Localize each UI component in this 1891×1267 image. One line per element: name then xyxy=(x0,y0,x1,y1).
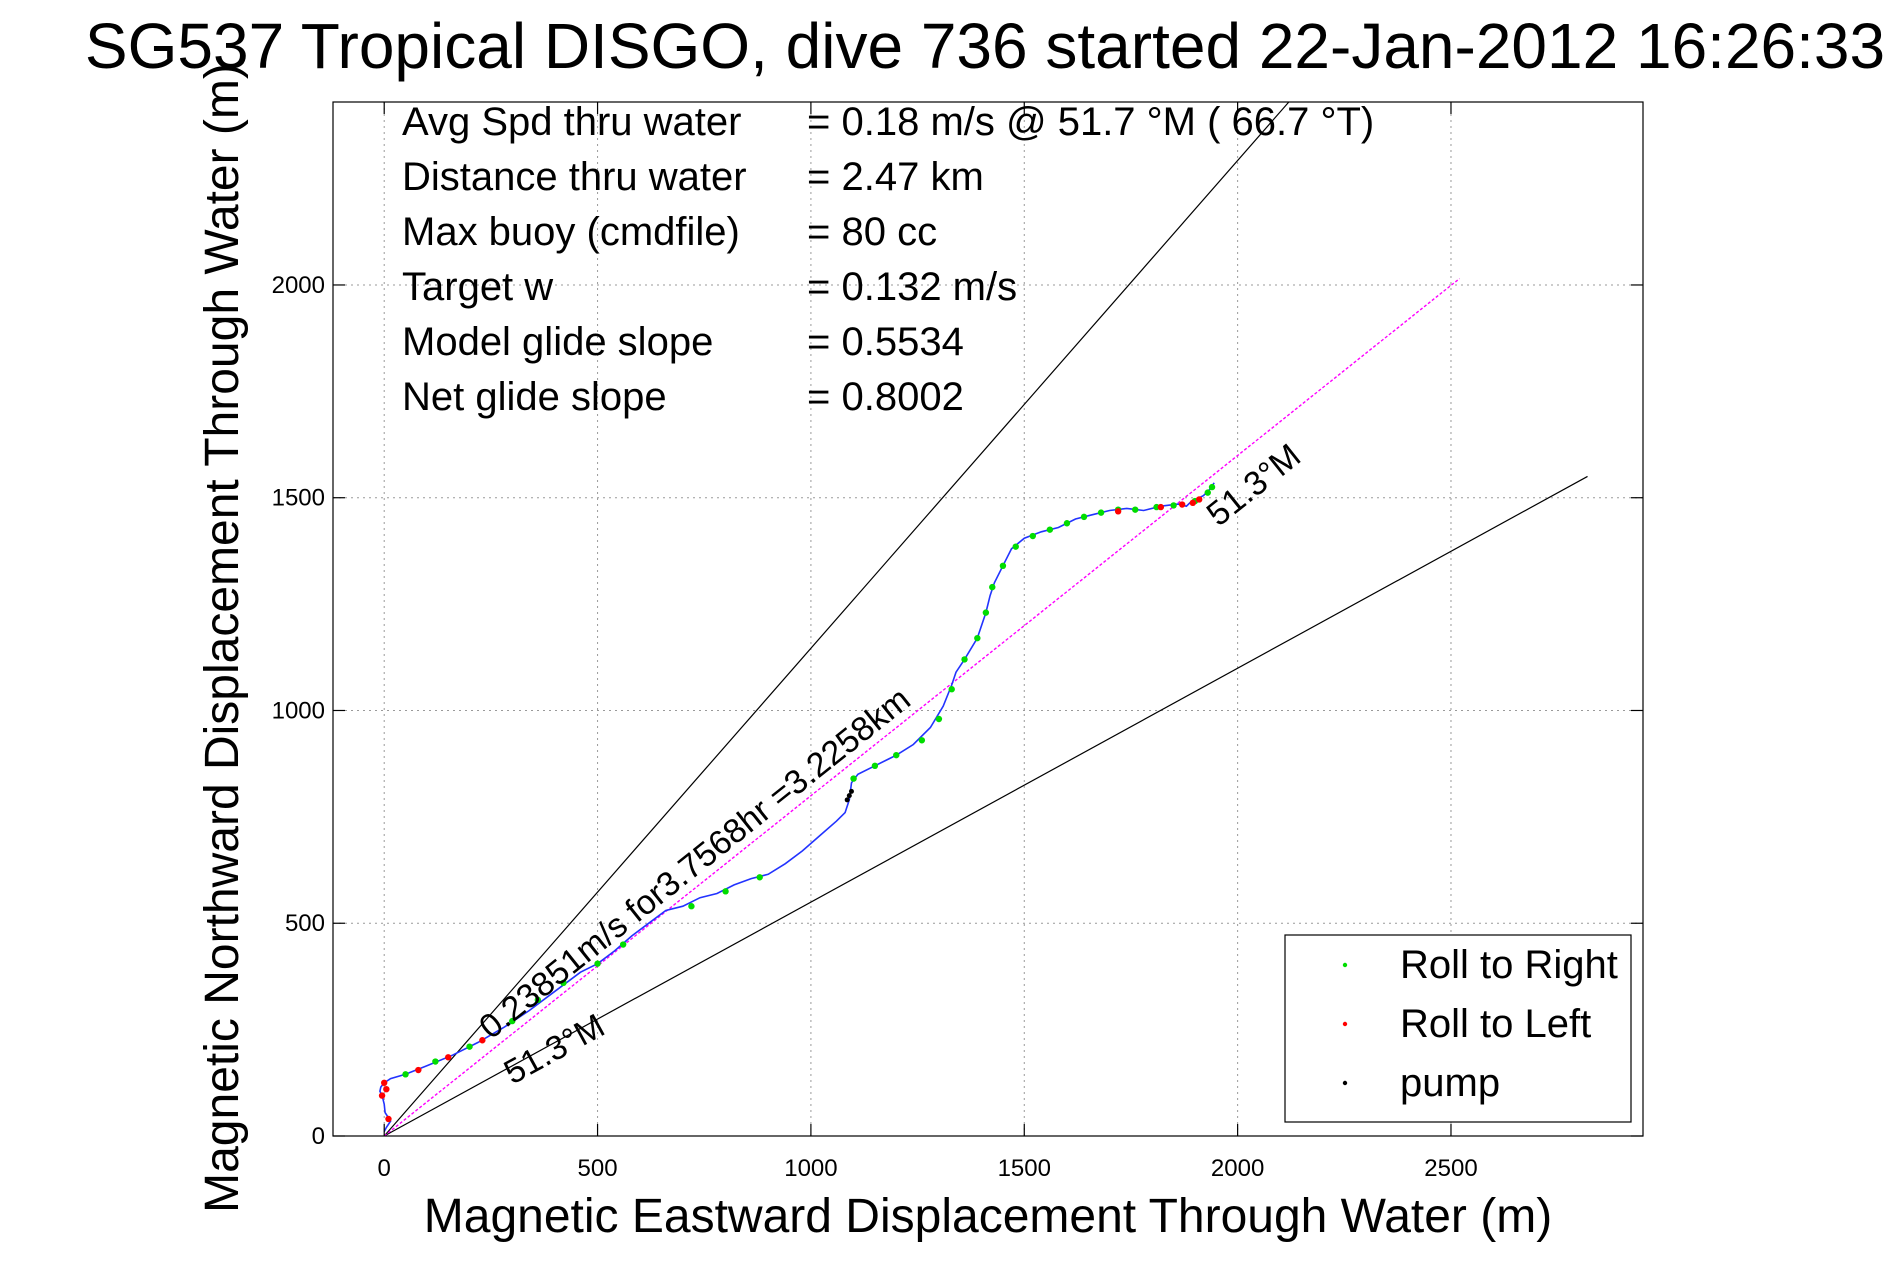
roll-left-point xyxy=(1114,508,1122,515)
stat-label: Avg Spd thru water xyxy=(402,100,741,144)
legend-label: pump xyxy=(1400,1061,1500,1105)
roll-left-point xyxy=(1157,503,1165,511)
x-tick-labels: 0 500 1000 1500 2000 2500 xyxy=(378,1155,1478,1182)
y-tick-label: 500 xyxy=(285,910,325,937)
speed-annotation: 0.23851m/s for3.7568hr =3.2258km xyxy=(472,680,917,1046)
stat-value: = 80 cc xyxy=(807,210,937,254)
roll-left-point xyxy=(479,1037,486,1044)
track-line xyxy=(379,482,1215,1133)
roll-left-point xyxy=(1189,499,1197,507)
stat-value: = 0.8002 xyxy=(807,375,964,419)
roll-right-point xyxy=(893,751,900,759)
y-tick-label: 0 xyxy=(312,1123,325,1150)
legend-marker xyxy=(1342,1021,1348,1027)
legend-label: Roll to Left xyxy=(1400,1002,1591,1046)
roll-right-point xyxy=(1170,502,1177,509)
legend: Roll to Right Roll to Left pump xyxy=(1284,934,1632,1123)
stat-label: Net glide slope xyxy=(402,375,667,419)
legend-box xyxy=(1284,934,1632,1123)
roll-right-point xyxy=(1132,506,1139,513)
tick-marks xyxy=(333,102,1643,1137)
center-heading-line-path xyxy=(383,278,1460,1137)
roll-left-point xyxy=(383,1085,390,1093)
center-heading-line xyxy=(383,278,1460,1137)
y-axis-label: Magnetic Northward Displacement Through … xyxy=(196,63,249,1213)
roll-right-point xyxy=(1012,543,1019,550)
center-heading-label: 51.3°M xyxy=(1200,437,1308,534)
roll-left-point xyxy=(445,1054,452,1061)
x-axis-label: Magnetic Eastward Displacement Through W… xyxy=(424,1190,1552,1243)
stat-value: = 0.18 m/s @ 51.7 °M ( 66.7 °T) xyxy=(807,100,1374,144)
roll-left-point xyxy=(385,1115,392,1123)
stat-value: = 0.5534 xyxy=(807,320,964,364)
roll-right-point xyxy=(619,941,627,948)
stats-panel: Avg Spd thru water = 0.18 m/s @ 51.7 °M (… xyxy=(402,100,1374,419)
y-tick-labels: 0 500 1000 1500 2000 xyxy=(272,272,325,1150)
roll-right-point xyxy=(974,634,981,642)
roll-left-point xyxy=(1178,501,1186,508)
x-tick-label: 2000 xyxy=(1211,1155,1264,1182)
roll-right-point xyxy=(722,888,729,895)
roll-right-point xyxy=(560,979,567,987)
track-series xyxy=(379,482,1215,1133)
y-tick-label: 1500 xyxy=(272,485,325,512)
stat-label: Distance thru water xyxy=(402,155,747,199)
roll-right-point xyxy=(989,583,996,591)
roll-left-point xyxy=(1196,496,1203,503)
roll-right-point xyxy=(850,775,857,782)
roll-right-point xyxy=(1097,509,1105,516)
x-tick-label: 500 xyxy=(578,1155,618,1182)
roll-right-point xyxy=(1208,483,1216,491)
stat-label: Target w xyxy=(402,265,553,309)
roll-right-point xyxy=(1063,520,1071,527)
roll-right-point xyxy=(982,609,990,616)
roll-right-point xyxy=(999,562,1007,570)
roll-right-point xyxy=(509,1017,516,1025)
heading-bound-line xyxy=(383,101,1290,1137)
y-tick-label: 1000 xyxy=(272,697,325,724)
roll-right-point xyxy=(1080,513,1088,521)
stat-value: = 0.132 m/s xyxy=(807,265,1017,309)
legend-marker xyxy=(1342,1080,1348,1086)
roll-right-point xyxy=(871,762,879,770)
roll-right-point xyxy=(918,737,926,744)
roll-right-point xyxy=(935,715,943,723)
pump-point xyxy=(848,788,854,794)
heading-bound-line xyxy=(383,475,1588,1137)
roll-right-point xyxy=(688,903,695,910)
roll-right-point xyxy=(432,1058,439,1065)
roll-right-point xyxy=(756,874,763,881)
roll-left-point xyxy=(381,1079,388,1087)
stat-value: = 2.47 km xyxy=(807,155,984,199)
roll-right-point xyxy=(466,1043,473,1050)
roll-right-point xyxy=(1204,489,1211,496)
chart-title: SG537 Tropical DISGO, dive 736 started 2… xyxy=(85,10,1885,82)
axes-box xyxy=(332,101,1644,1137)
roll-right-point xyxy=(1029,532,1037,540)
roll-right-point xyxy=(402,1071,409,1078)
x-gridlines xyxy=(383,102,1452,1136)
roll-left-point xyxy=(378,1092,386,1099)
heading-bound-lines xyxy=(383,101,1588,1137)
x-tick-label: 1500 xyxy=(998,1155,1051,1182)
x-tick-label: 2500 xyxy=(1424,1155,1477,1182)
legend-marker xyxy=(1342,962,1348,968)
x-tick-label: 0 xyxy=(378,1155,391,1182)
pump-point xyxy=(846,793,852,799)
roll-right-point xyxy=(961,656,968,663)
roll-right-point xyxy=(594,960,601,967)
roll-right-point xyxy=(534,996,542,1004)
pump-point xyxy=(844,797,850,803)
stat-label: Max buoy (cmdfile) xyxy=(402,210,740,254)
roll-right-point xyxy=(1046,526,1054,533)
roll-left-point xyxy=(415,1066,422,1074)
stat-label: Model glide slope xyxy=(402,320,713,364)
x-tick-label: 1000 xyxy=(784,1155,837,1182)
legend-label: Roll to Right xyxy=(1400,943,1618,987)
y-tick-label: 2000 xyxy=(272,272,325,299)
roll-markers xyxy=(378,483,1216,1123)
roll-right-point xyxy=(948,686,955,693)
